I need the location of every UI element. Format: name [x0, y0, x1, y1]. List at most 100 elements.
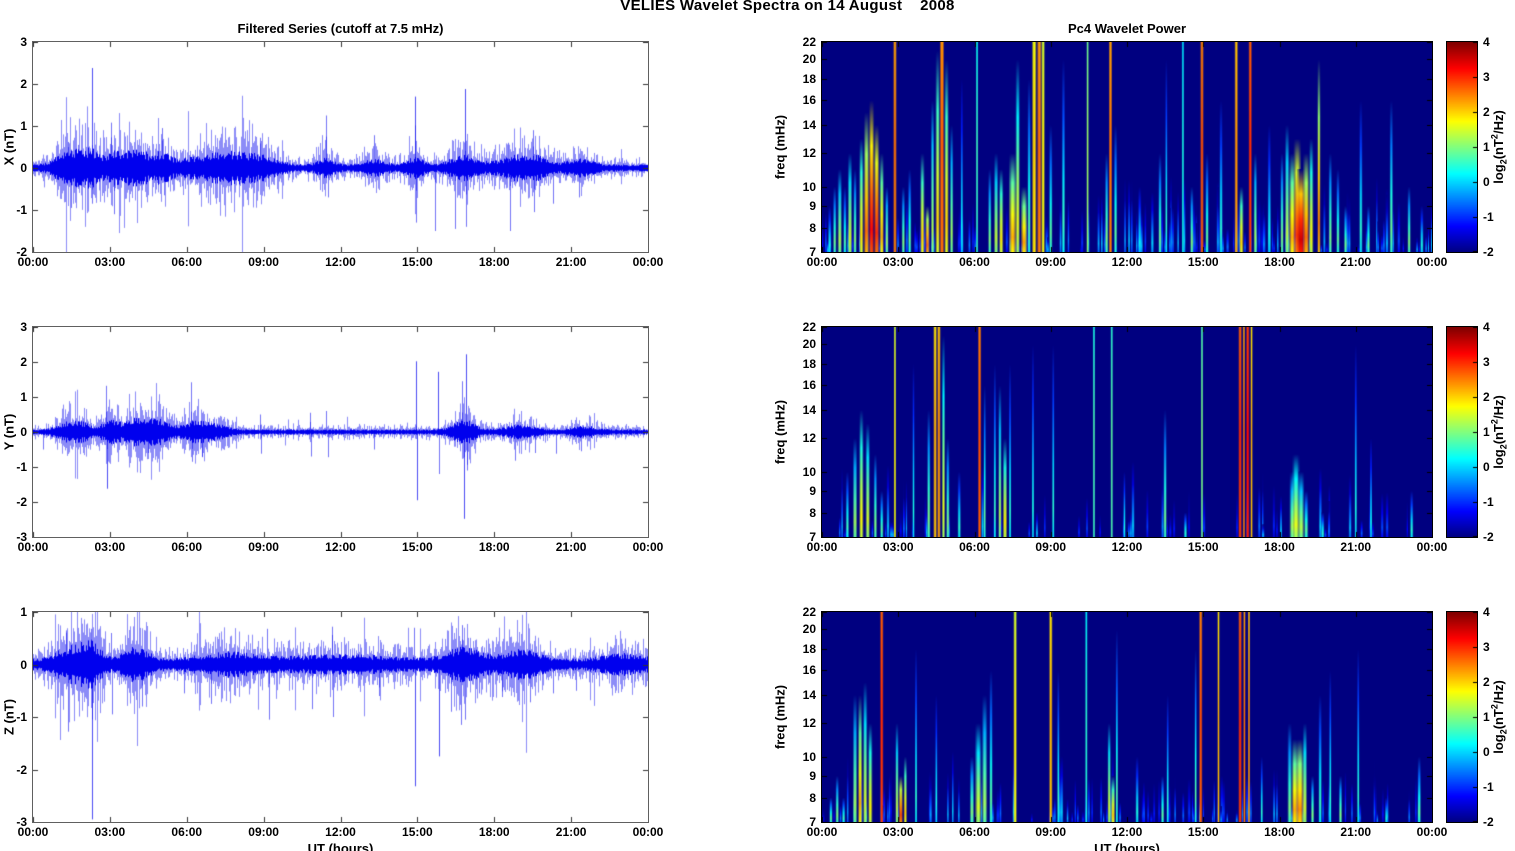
x-tick-label: 18:00	[1264, 540, 1295, 554]
x-tick-label: 09:00	[1035, 255, 1067, 269]
x-tick-label: 00:00	[632, 255, 664, 269]
y-tick-label: 9	[809, 198, 816, 213]
waveform-z-canvas	[32, 611, 649, 823]
x-tick-label: 06:00	[959, 255, 990, 269]
colorbar-tick-label: -2	[1483, 815, 1494, 829]
spectrogram-y-canvas	[821, 326, 1433, 538]
x-tick-label: 12:00	[1111, 825, 1143, 839]
y-tick-label: 9	[809, 768, 816, 783]
y-tick-label: 1	[20, 119, 27, 133]
x-tick-label: 00:00	[17, 825, 49, 839]
colorbar-z-canvas	[1446, 611, 1478, 823]
y-tick-label: -3	[16, 815, 27, 829]
y-tick-label: 8	[809, 505, 816, 520]
y-tick-label: 18	[802, 641, 816, 656]
colorbar-tick-label: -2	[1483, 245, 1494, 259]
y-tick-label: -2	[16, 245, 27, 259]
x-tick-label: 21:00	[1340, 825, 1372, 839]
y-tick-label: 20	[802, 622, 816, 637]
panel-title-wavelet: Pc4 Wavelet Power	[1067, 21, 1186, 36]
x-tick-label: 12:00	[325, 540, 356, 554]
x-tick-label: 21:00	[555, 825, 587, 839]
y-tick-label: 16	[802, 93, 816, 108]
x-tick-label: 12:00	[325, 825, 356, 839]
x-tick-label: 00:00	[806, 825, 838, 839]
y-tick-label: 14	[802, 117, 816, 132]
x-tick-label: 15:00	[402, 255, 433, 269]
y-tick-label: 9	[809, 483, 816, 498]
colorbar-tick-label: 1	[1483, 710, 1490, 724]
y-tick-label: 1	[20, 605, 27, 619]
x-axis-label-left: UT (hours)	[307, 841, 374, 851]
colorbar-tick-label: 3	[1483, 70, 1490, 84]
colorbar-label-y: log2(nT2/Hz)	[1489, 395, 1509, 469]
colorbar-tick-label: 4	[1483, 320, 1490, 334]
y-tick-label: 10	[802, 179, 816, 194]
colorbar-label-x: log2(nT2/Hz)	[1489, 110, 1509, 184]
colorbar-tick-label: -1	[1483, 495, 1494, 509]
colorbar-tick-label: -1	[1483, 780, 1494, 794]
x-tick-label: 06:00	[171, 255, 203, 269]
colorbar-tick-label: 1	[1483, 140, 1490, 154]
x-tick-label: 00:00	[1416, 540, 1448, 554]
x-tick-label: 21:00	[555, 255, 587, 269]
colorbar-x-canvas	[1446, 41, 1478, 253]
y-tick-label: 0	[20, 425, 27, 439]
y-tick-label: 16	[802, 663, 816, 678]
x-tick-label: 00:00	[1416, 825, 1448, 839]
x-tick-label: 03:00	[882, 825, 914, 839]
panel-wavelet-y: freq (mHz) 22 20 18 16 14 12 10 9 8 7 00:00 03:00 06…	[773, 321, 1448, 553]
figure-title: VELIES Wavelet Spectra on 14 August 2008	[620, 0, 955, 14]
x-tick-label: 00:00	[806, 540, 838, 554]
x-tick-label: 03:00	[882, 255, 914, 269]
x-tick-label: 18:00	[1264, 825, 1295, 839]
panel-wavelet-x: Pc4 Wavelet Power freq (mHz) 22 20 18 16 14 1…	[773, 21, 1448, 268]
colorbar-label-z: log2(nT2/Hz)	[1489, 680, 1509, 754]
x-tick-label: 12:00	[1111, 255, 1143, 269]
colorbar-z: log2(nT2/Hz) 4 3 2 1 0 -1 -2	[1446, 605, 1508, 829]
y-tick-label: 1	[20, 390, 27, 404]
y-tick-label: 2	[20, 355, 27, 369]
x-tick-label: 21:00	[555, 540, 587, 554]
x-tick-label: 00:00	[17, 255, 49, 269]
panel-title-filtered: Filtered Series (cutoff at 7.5 mHz)	[237, 21, 444, 36]
x-tick-label: 06:00	[171, 825, 203, 839]
colorbar-tick-label: 2	[1483, 105, 1490, 119]
y-tick-label: 7	[809, 530, 816, 544]
x-tick-label: 18:00	[1264, 255, 1295, 269]
y-tick-label: 10	[802, 464, 816, 479]
waveform-y-canvas	[32, 326, 649, 538]
y-tick-label: -1	[16, 203, 27, 217]
y-tick-label: 0	[20, 657, 27, 672]
x-tick-label: 09:00	[248, 255, 279, 269]
x-tick-label: 15:00	[1187, 540, 1219, 554]
colorbar-y: log2(nT2/Hz) 4 3 2 1 0 -1 -2	[1446, 320, 1508, 544]
colorbar-tick-label: -1	[1483, 210, 1494, 224]
colorbar-tick-label: 3	[1483, 355, 1490, 369]
y-tick-label: 0	[20, 161, 27, 175]
y-tick-label: 8	[809, 220, 816, 235]
x-tick-label: 15:00	[1187, 255, 1219, 269]
y-tick-label: 12	[802, 431, 816, 446]
y-tick-label: -2	[16, 495, 27, 509]
spectrogram-z-canvas	[821, 611, 1433, 823]
x-tick-label: 00:00	[632, 825, 664, 839]
y-tick-label: -3	[16, 530, 27, 544]
x-tick-label: 03:00	[882, 540, 914, 554]
panel-filtered-x: Filtered Series (cutoff at 7.5 mHz) X (n…	[2, 21, 664, 268]
x-tick-label: 00:00	[806, 255, 838, 269]
x-tick-label: 15:00	[402, 540, 433, 554]
x-tick-label: 12:00	[325, 255, 356, 269]
x-tick-label: 00:00	[17, 540, 49, 554]
y-tick-label: 12	[802, 146, 816, 161]
y-tick-label: 18	[802, 356, 816, 371]
panel-wavelet-z: freq (mHz) UT (hours) 22 20 18 16 14 12 10 9 8 7 0…	[773, 606, 1448, 851]
colorbar-tick-label: 0	[1483, 745, 1490, 759]
waveform-x-canvas	[32, 41, 649, 253]
colorbar-tick-label: 4	[1483, 605, 1490, 619]
spectrogram-x-canvas	[821, 41, 1433, 253]
x-axis-label-right: UT (hours)	[1094, 841, 1160, 851]
x-tick-label: 09:00	[248, 825, 279, 839]
x-tick-label: 09:00	[1035, 540, 1067, 554]
